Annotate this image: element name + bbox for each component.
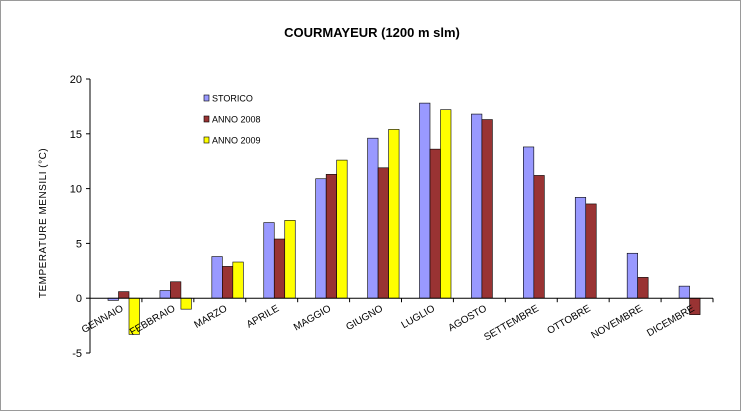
bar-anno-2009-luglio xyxy=(440,109,452,299)
bar-anno-2009-aprile xyxy=(284,220,296,299)
y-tick-label: 20 xyxy=(70,74,82,86)
bar-storico-aprile xyxy=(263,222,275,299)
bar-storico-agosto xyxy=(471,113,483,299)
bar-storico-settembre xyxy=(523,146,535,299)
legend-swatch-storico xyxy=(203,94,210,102)
bar-anno-2008-luglio xyxy=(429,148,441,299)
bar-storico-novembre xyxy=(626,252,638,299)
x-category-label: MAGGIO xyxy=(292,303,333,333)
bar-anno-2009-febbraio xyxy=(180,297,192,310)
y-tick-label: 10 xyxy=(70,184,82,196)
bars-layer xyxy=(107,102,701,335)
bar-storico-febbraio xyxy=(159,290,171,299)
bar-anno-2008-marzo xyxy=(222,266,234,299)
y-tick-label: 5 xyxy=(76,238,82,250)
bar-anno-2008-maggio xyxy=(325,174,337,299)
bar-storico-luglio xyxy=(419,102,431,299)
x-category-label: SETTEMBRE xyxy=(482,303,541,343)
bar-anno-2009-maggio xyxy=(336,159,348,299)
x-category-label: OTTOBRE xyxy=(546,303,593,337)
bar-storico-marzo xyxy=(211,256,223,299)
x-category-label: MARZO xyxy=(193,303,230,331)
x-category-label: APRILE xyxy=(245,303,282,330)
bar-anno-2008-settembre xyxy=(533,175,545,299)
bar-anno-2008-ottobre xyxy=(585,203,597,299)
y-tick-label: 0 xyxy=(76,293,82,305)
bar-anno-2008-agosto xyxy=(481,119,493,299)
x-category-label: NOVEMBRE xyxy=(590,303,645,341)
bar-storico-dicembre xyxy=(678,285,690,299)
bar-anno-2008-aprile xyxy=(273,238,286,299)
bar-anno-2009-giugno xyxy=(388,129,400,299)
bar-storico-giugno xyxy=(367,137,379,299)
bar-anno-2009-marzo xyxy=(232,261,244,299)
bar-anno-2008-febbraio xyxy=(170,281,182,299)
bar-storico-maggio xyxy=(315,178,327,299)
bar-anno-2008-novembre xyxy=(637,277,649,299)
bar-storico-ottobre xyxy=(574,197,587,299)
legend-swatch-anno-2008 xyxy=(203,115,210,123)
x-category-label: GIUGNO xyxy=(344,303,385,333)
y-tick-label: -5 xyxy=(72,348,82,360)
bar-anno-2008-gennaio xyxy=(118,291,130,299)
legend-label-anno-2008: ANNO 2008 xyxy=(212,115,261,125)
legend: STORICO ANNO 2008 ANNO 2009 xyxy=(203,94,261,146)
y-axis-label: TEMPERATURE MENSILI (°C) xyxy=(38,148,49,298)
x-category-label: AGOSTO xyxy=(446,303,489,334)
legend-swatch-anno-2009 xyxy=(203,136,210,144)
x-category-label: LUGLIO xyxy=(400,303,437,331)
x-category-label: GENNAIO xyxy=(80,303,126,336)
legend-label-anno-2009: ANNO 2009 xyxy=(212,136,261,146)
y-tick-label: 15 xyxy=(70,129,82,141)
legend-label-storico: STORICO xyxy=(212,94,253,104)
chart-title: COURMAYEUR (1200 m slm) xyxy=(284,25,460,40)
bar-anno-2008-giugno xyxy=(377,167,389,299)
x-category-label: DICEMBRE xyxy=(645,303,696,339)
